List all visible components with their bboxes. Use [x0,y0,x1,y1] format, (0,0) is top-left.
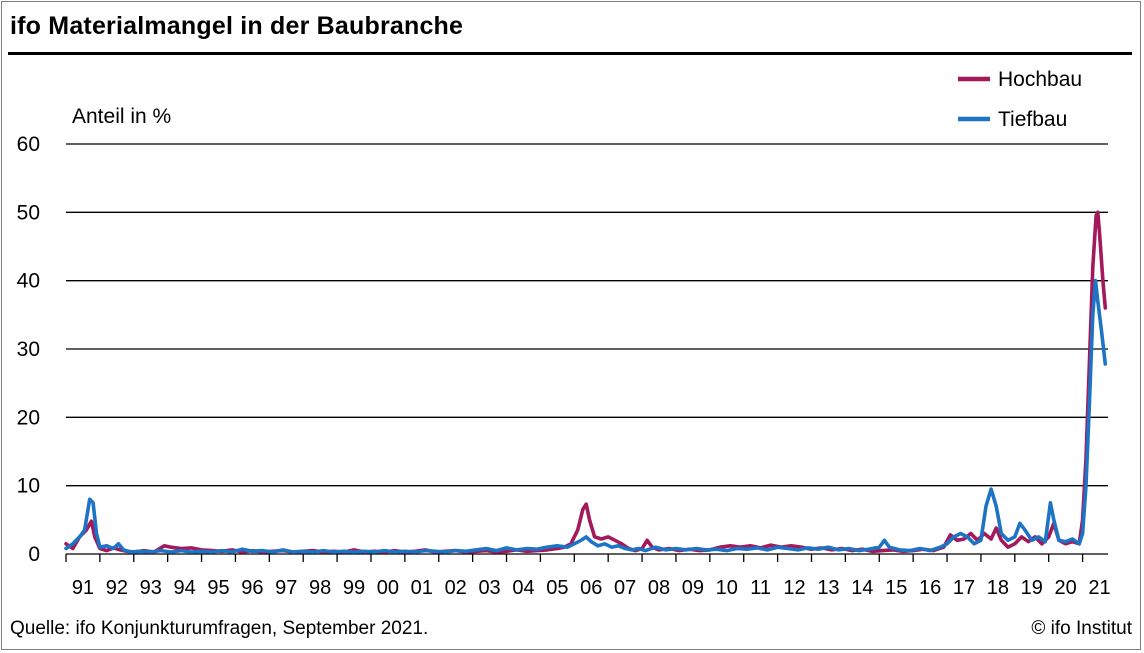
y-tick-label: 30 [17,338,40,361]
x-tick-label: 01 [411,577,433,599]
x-tick-label: 17 [953,577,975,599]
y-tick-label: 40 [17,270,40,293]
x-tick-label: 99 [343,577,365,599]
x-tick-label: 95 [207,577,229,599]
y-tick-label: 20 [17,406,40,429]
x-tick-label: 06 [580,577,602,599]
y-tick-label: 10 [17,475,40,498]
chart-title: ifo Materialmangel in der Baubranche [10,12,464,40]
legend-label-tiefbau: Tiefbau [998,108,1067,131]
x-tick-label: 97 [275,577,297,599]
x-tick-label: 07 [614,577,636,599]
x-tick-labels: 91 92 93 94 95 96 97 98 99 00 01 02 03 04 05 06 07 08 09 10… [65,554,1111,599]
x-tick-label: 14 [851,577,873,599]
x-tick-label: 04 [512,577,534,599]
y-tick-label: 50 [17,201,40,224]
x-tick-label: 00 [377,577,399,599]
copyright-note: © ifo Institut [1031,618,1132,639]
legend-label-hochbau: Hochbau [998,68,1082,91]
x-tick-label: 12 [783,577,805,599]
source-note: Quelle: ifo Konjunkturumfragen, Septembe… [10,618,429,639]
x-tick-label: 20 [1055,577,1077,599]
y-tick-label: 60 [17,133,40,156]
x-tick-label: 09 [682,577,704,599]
x-tick-label: 19 [1021,577,1043,599]
x-tick-label: 16 [919,577,941,599]
x-tick-label: 05 [546,577,568,599]
x-tick-label: 92 [106,577,128,599]
y-tick-label: 0 [28,543,40,566]
title-rule [8,52,1132,55]
x-tick-label: 21 [1088,577,1110,599]
x-tick-label: 91 [72,577,94,599]
x-tick-label: 11 [750,577,771,599]
x-tick-label: 94 [173,577,195,599]
x-tick-label: 15 [885,577,907,599]
x-tick-label: 10 [716,577,738,599]
x-tick-label: 02 [445,577,467,599]
x-tick-label: 93 [140,577,162,599]
x-tick-label: 18 [987,577,1009,599]
x-tick-label: 08 [648,577,670,599]
x-tick-label: 03 [478,577,500,599]
series-line-tiefbau [64,278,1108,554]
x-tick-label: 96 [241,577,263,599]
legend: Hochbau Tiefbau [958,68,1082,131]
x-tick-label: 98 [309,577,331,599]
x-tick-label: 13 [817,577,839,599]
y-tick-labels: 0 10 20 30 40 50 60 [17,133,40,566]
gridlines [66,143,1108,555]
series-lines [64,210,1108,554]
y-axis-label: Anteil in % [72,105,171,128]
series-line-hochbau [64,210,1108,554]
